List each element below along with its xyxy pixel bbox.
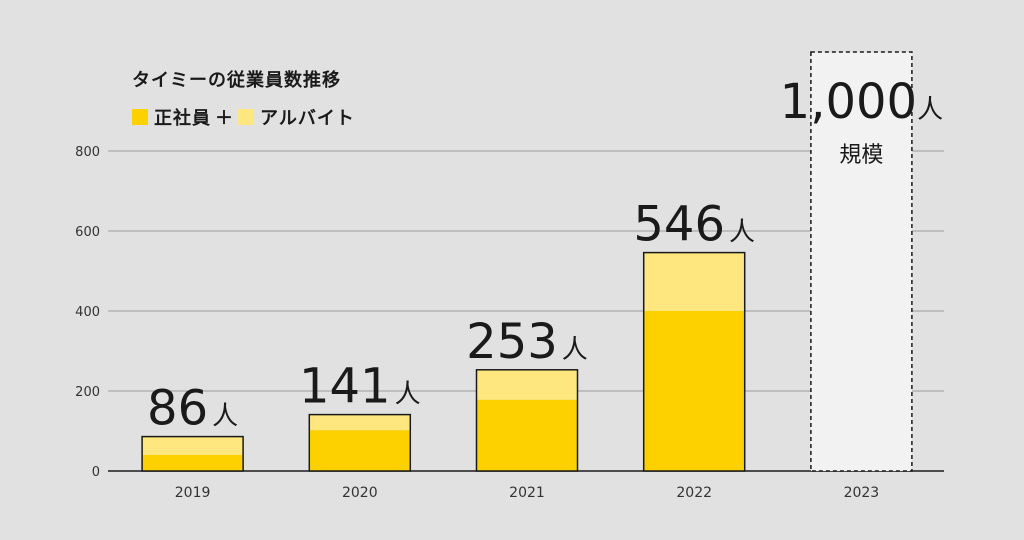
- bar-segment-parttime-2021: [476, 369, 578, 400]
- x-tick-label-2019: 2019: [175, 485, 211, 501]
- bar-segment-fulltime-2021: [476, 399, 578, 471]
- bar-segment-parttime-2022: [643, 252, 745, 311]
- bar-outline-2022: [642, 251, 746, 472]
- legend-label-parttime: アルバイト: [260, 108, 355, 129]
- x-tick-label-2022: 2022: [676, 485, 712, 501]
- bar-segment-parttime-2019: [142, 436, 244, 455]
- bar-segment-fulltime-2020: [309, 430, 411, 471]
- legend-row: 正社員 ＋ アルバイト: [132, 104, 355, 130]
- y-tick-label-200: 200: [75, 385, 100, 400]
- bar-outline-2019: [141, 435, 244, 472]
- bar-projection-2023: [810, 51, 913, 472]
- data-label-2019: 86 人: [147, 381, 238, 437]
- x-tick-label-2021: 2021: [509, 485, 545, 501]
- legend: タイミーの従業員数推移 正社員 ＋ アルバイト: [132, 66, 355, 130]
- bar-segment-parttime-2020: [309, 414, 411, 431]
- data-sublabel-2023: 規模: [839, 143, 883, 168]
- legend-label-fulltime: 正社員: [154, 108, 211, 129]
- bar-segment-fulltime-2019: [142, 455, 244, 471]
- data-label-2023: 1,000人: [780, 74, 943, 130]
- data-label-2022: 546 人: [633, 197, 755, 253]
- y-tick-label-0: 0: [92, 465, 100, 480]
- legend-swatch-fulltime: [132, 109, 148, 125]
- data-label-2020: 141 人: [299, 359, 421, 415]
- chart-title: タイミーの従業員数推移: [132, 70, 341, 91]
- legend-separator: ＋: [215, 108, 234, 129]
- x-tick-label-2020: 2020: [342, 485, 378, 501]
- y-tick-label-800: 800: [75, 145, 100, 160]
- bar-segment-fulltime-2022: [643, 311, 745, 471]
- y-tick-label-400: 400: [75, 305, 100, 320]
- bar-outline-2021: [475, 369, 579, 472]
- x-tick-label-2023: 2023: [844, 485, 880, 501]
- y-tick-label-600: 600: [75, 225, 100, 240]
- data-label-2021: 253 人: [466, 314, 588, 370]
- bar-outline-2020: [308, 413, 412, 472]
- legend-swatch-parttime: [238, 109, 254, 125]
